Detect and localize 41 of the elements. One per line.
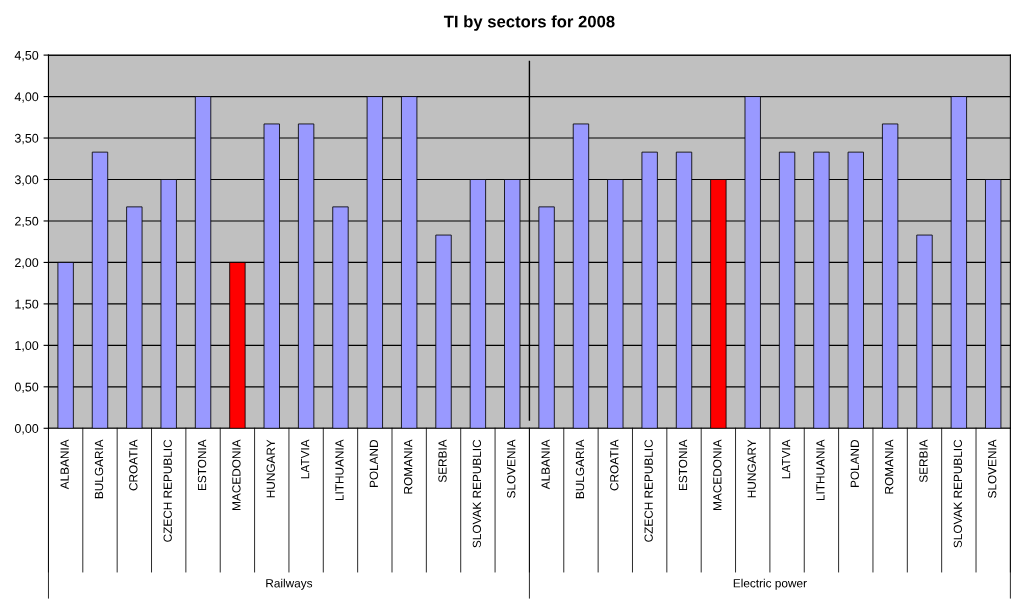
x-tick-label: SLOVAK REPUBLIC xyxy=(472,439,482,548)
x-tick-label: POLAND xyxy=(850,439,859,487)
y-tick-label: 3,50 xyxy=(14,133,39,145)
chart-title: TI by sectors for 2008 xyxy=(443,15,615,31)
x-tick-label: ROMANIA xyxy=(884,439,894,494)
x-tick-label: MACEDONIA xyxy=(713,439,722,510)
x-tick-label: SERBIA xyxy=(919,439,928,483)
x-tick-label: ALBANIA xyxy=(541,439,550,490)
x-tick-label: ROMANIA xyxy=(403,439,413,494)
x-tick-label: HUNGARY xyxy=(266,439,275,498)
text: Electric power xyxy=(733,578,807,590)
x-tick-label: LATVIA xyxy=(301,439,310,479)
x-tick-label: BULGARIA xyxy=(575,439,585,499)
x-tick-label: SLOVENIA xyxy=(507,439,516,498)
y-tick-label: 4,00 xyxy=(14,92,39,103)
x-tick-label: SERBIA xyxy=(438,439,447,483)
x-tick-label: SLOVAK REPUBLIC xyxy=(953,439,963,548)
y-tick-label: 3,00 xyxy=(14,175,39,186)
y-tick-label: 1,50 xyxy=(15,299,39,311)
y-tick-label: 2,00 xyxy=(15,258,39,269)
y-tick-label: 0,00 xyxy=(14,424,39,435)
x-tick-label: BULGARIA xyxy=(94,439,104,499)
x-tick-label: LITHUANIA xyxy=(816,439,825,501)
x-tick-label: CZECH REPUBLIC xyxy=(163,439,172,542)
y-tick-label: 0,50 xyxy=(14,382,39,393)
text: Railways xyxy=(266,578,313,590)
x-tick-label: LITHUANIA xyxy=(335,439,344,501)
x-tick-label: ALBANIA xyxy=(60,439,69,490)
y-tick-label: 4,50 xyxy=(14,50,39,62)
x-tick-label: CROATIA xyxy=(610,439,619,491)
x-tick-label: CZECH REPUBLIC xyxy=(644,439,653,542)
x-tick-label: MACEDONIA xyxy=(232,439,241,510)
x-tick-label: LATVIA xyxy=(782,439,791,479)
x-tick-label: CROATIA xyxy=(129,439,138,491)
x-tick-label: ESTONIA xyxy=(197,439,207,491)
y-tick-label: 1,00 xyxy=(15,341,39,352)
x-tick-label: HUNGARY xyxy=(747,439,756,498)
y-tick-label: 2,50 xyxy=(15,216,39,228)
x-tick-label: POLAND xyxy=(369,439,378,487)
x-tick-label: SLOVENIA xyxy=(988,439,997,498)
x-tick-label: ESTONIA xyxy=(678,439,688,491)
